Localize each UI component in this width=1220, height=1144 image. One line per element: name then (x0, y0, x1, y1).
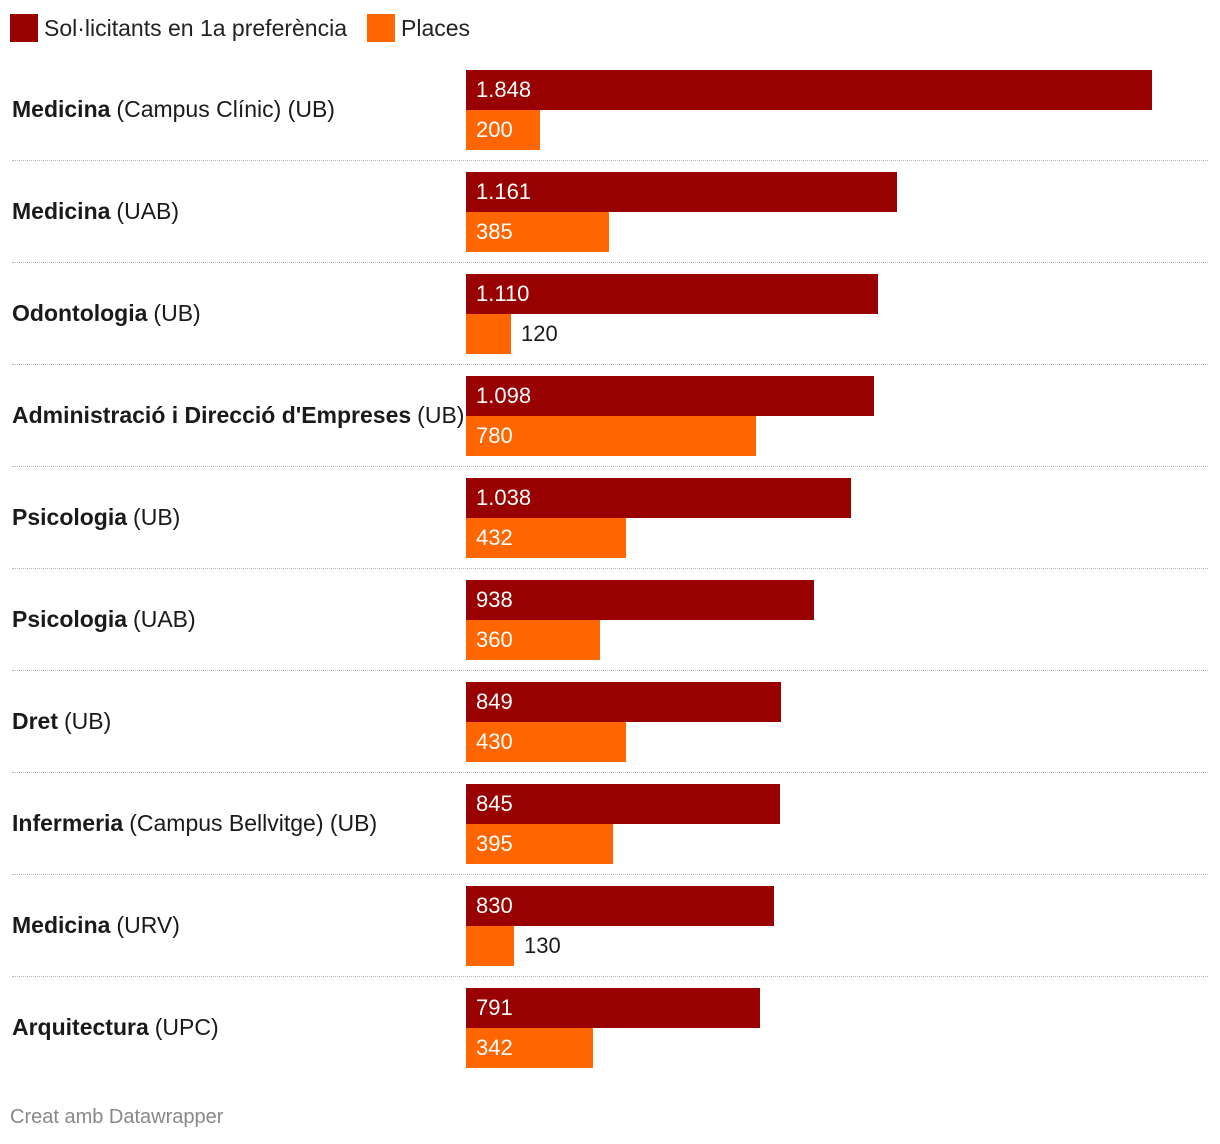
bar-places (466, 416, 756, 456)
bar-places (466, 722, 626, 762)
value-label-sollicitants: 1.848 (476, 77, 532, 102)
chart-row: Administració i Direcció d'Empreses (UB) 1… (0, 364, 1220, 466)
legend-swatch-sollicitants (10, 14, 38, 42)
bar-sollicitants (466, 274, 878, 314)
value-label-places: 360 (476, 627, 513, 652)
value-label-sollicitants: 845 (476, 791, 513, 816)
category-label-detail: (UB) (64, 707, 112, 734)
value-label-sollicitants: 791 (476, 995, 513, 1020)
value-label-sollicitants: 849 (476, 689, 513, 714)
value-label-places: 120 (521, 321, 558, 346)
category-label-bold: Infermeria (12, 809, 124, 836)
value-label-sollicitants: 938 (476, 587, 513, 612)
category-label-detail: (Campus Clínic) (UB) (116, 95, 335, 122)
chart-row: Dret (UB) 849 430 (0, 670, 1220, 772)
value-label-places: 200 (476, 117, 513, 142)
value-label-sollicitants: 1.110 (476, 281, 530, 306)
category-label-detail: (UB) (153, 299, 201, 326)
value-label-places: 342 (476, 1035, 513, 1060)
chart-row: Infermeria (Campus Bellvitge) (UB) 845 395 (0, 772, 1220, 874)
category-label-detail: (URV) (116, 911, 180, 938)
bar-places (466, 926, 514, 966)
chart-row: Arquitectura (UPC) 791 342 (0, 976, 1220, 1078)
category-label-detail: (UAB) (133, 605, 196, 632)
legend-label-places: Places (401, 14, 471, 41)
category-label: Psicologia (UB) (12, 466, 462, 568)
row-separator (12, 772, 1208, 773)
value-label-sollicitants: 1.038 (476, 485, 532, 510)
bar-places (466, 110, 540, 150)
category-label-bold: Medicina (12, 911, 111, 938)
category-label-bold: Arquitectura (12, 1013, 149, 1040)
category-label: Medicina (URV) (12, 874, 462, 976)
category-label: Medicina (Campus Clínic) (UB) (12, 58, 462, 160)
category-label-detail: (Campus Bellvitge) (UB) (129, 809, 378, 836)
legend-item-places: Places (367, 14, 470, 42)
value-label-places: 432 (476, 525, 513, 550)
category-label-bold: Administració i Direcció d'Empreses (12, 401, 412, 428)
bar-places (466, 212, 609, 252)
row-separator (12, 976, 1208, 977)
footer-credit: Creat amb Datawrapper (10, 1106, 224, 1128)
category-label-bold: Psicologia (12, 605, 128, 632)
value-label-places: 780 (476, 423, 513, 448)
bar-sollicitants (466, 682, 781, 722)
value-label-sollicitants: 1.161 (476, 179, 532, 204)
chart-row: Medicina (UAB) 1.161 385 (0, 160, 1220, 262)
category-label-detail: (UB) (133, 503, 181, 530)
row-separator (12, 670, 1208, 671)
category-label-detail: (UB) (417, 401, 465, 428)
value-label-places: 130 (524, 933, 561, 958)
category-label: Infermeria (Campus Bellvitge) (UB) (12, 772, 462, 874)
value-label-places: 395 (476, 831, 513, 856)
bar-sollicitants (466, 376, 874, 416)
category-label-detail: (UAB) (116, 197, 180, 224)
value-label-places: 385 (476, 219, 513, 244)
legend-item-sollicitants: Sol·licitants en 1a preferència (10, 14, 347, 42)
category-label: Psicologia (UAB) (12, 568, 462, 670)
category-label: Arquitectura (UPC) (12, 976, 462, 1078)
value-label-sollicitants: 830 (476, 893, 513, 918)
category-label-bold: Psicologia (12, 503, 128, 530)
bar-sollicitants (466, 478, 851, 518)
bar-places (466, 518, 626, 558)
chart-row: Psicologia (UAB) 938 360 (0, 568, 1220, 670)
row-separator (12, 364, 1208, 365)
value-label-places: 430 (476, 729, 513, 754)
category-label: Odontologia (UB) (12, 262, 462, 364)
value-label-sollicitants: 1.098 (476, 383, 532, 408)
chart-row: Medicina (URV) 830 130 (0, 874, 1220, 976)
row-separator (12, 262, 1208, 263)
bar-places (466, 620, 600, 660)
chart-row: Medicina (Campus Clínic) (UB) 1.848 200 (0, 58, 1220, 160)
category-label: Dret (UB) (12, 670, 462, 772)
row-separator (12, 568, 1208, 569)
category-label: Administració i Direcció d'Empreses (UB) (12, 364, 465, 466)
bar-sollicitants (466, 886, 774, 926)
category-label-bold: Medicina (12, 197, 111, 224)
row-separator (12, 466, 1208, 467)
bar-sollicitants (466, 784, 780, 824)
category-label: Medicina (UAB) (12, 160, 462, 262)
category-label-bold: Medicina (12, 95, 111, 122)
chart-row: Odontologia (UB) 1.110 120 (0, 262, 1220, 364)
bar-places (466, 314, 511, 354)
bar-sollicitants (466, 70, 1152, 110)
bar-places (466, 1028, 593, 1068)
legend: Sol·licitants en 1a preferència Places (10, 12, 490, 44)
bar-sollicitants (466, 172, 897, 212)
category-label-bold: Dret (12, 707, 59, 734)
bar-places (466, 824, 613, 864)
chart-row: Psicologia (UB) 1.038 432 (0, 466, 1220, 568)
category-label-detail: (UPC) (154, 1013, 219, 1040)
legend-swatch-places (367, 14, 395, 42)
row-separator (12, 874, 1208, 875)
legend-label-sollicitants: Sol·licitants en 1a preferència (44, 14, 347, 41)
bar-sollicitants (466, 580, 814, 620)
row-separator (12, 160, 1208, 161)
bar-sollicitants (466, 988, 760, 1028)
category-label-bold: Odontologia (12, 299, 148, 326)
